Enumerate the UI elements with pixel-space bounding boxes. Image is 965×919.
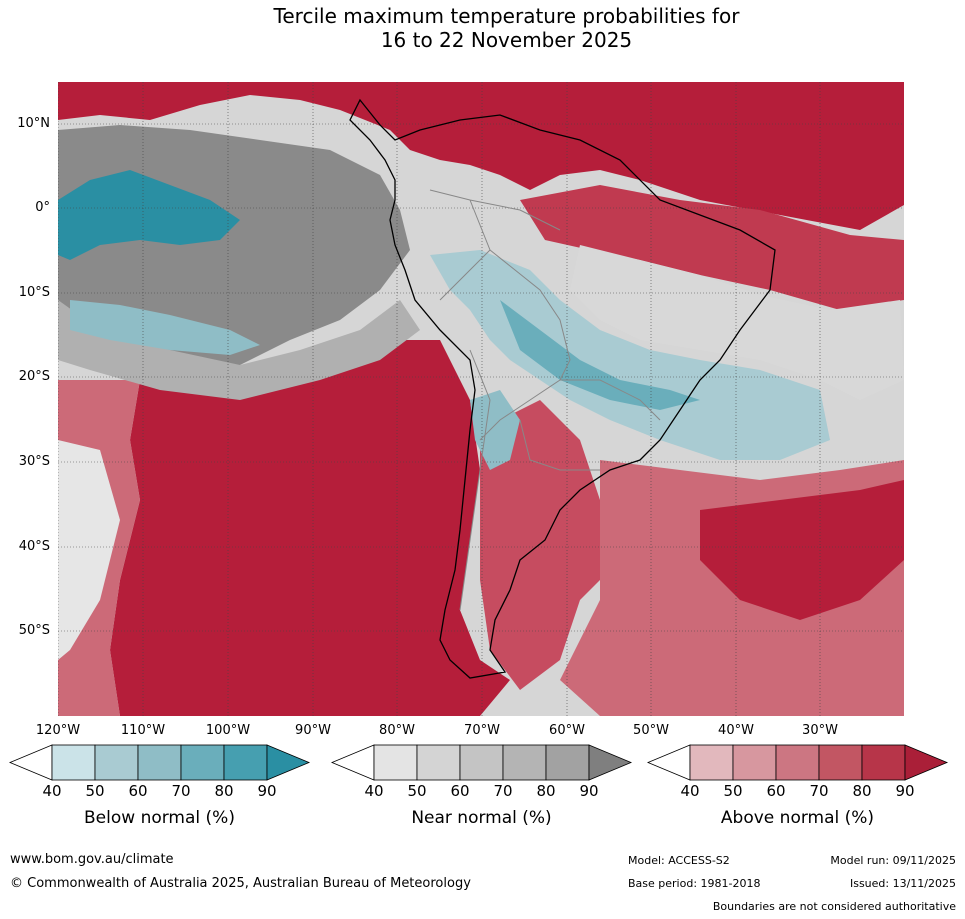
lon-label-40w: 40°W xyxy=(718,723,754,738)
lat-label-50s: 50°S xyxy=(18,623,50,638)
below-colorbar-tick: 50 xyxy=(85,782,105,800)
lon-label-70w: 70°W xyxy=(464,723,500,738)
above-colorbar-tick: 70 xyxy=(809,782,829,800)
lat-label-0: 0° xyxy=(35,200,50,215)
below-colorbar-tick: 70 xyxy=(171,782,191,800)
lon-label-60w: 60°W xyxy=(549,723,585,738)
footer-model-run: Model run: 09/11/2025 xyxy=(830,854,956,867)
map-field xyxy=(58,82,904,716)
above-normal-south-atlantic-core xyxy=(700,480,904,620)
lat-label-40s: 40°S xyxy=(18,539,50,554)
lon-label-90w: 90°W xyxy=(295,723,331,738)
near-colorbar-title: Near normal (%) xyxy=(411,808,552,828)
lon-label-120w: 120°W xyxy=(35,723,81,738)
footer-copyright: © Commonwealth of Australia 2025, Austra… xyxy=(10,876,471,891)
above-colorbar-tick: 90 xyxy=(895,782,915,800)
near-normal-south-pacific-pale xyxy=(58,440,120,660)
below-normal-central-south-america xyxy=(430,250,830,460)
near-normal-east-brazil xyxy=(570,245,904,400)
above-colorbar-tick: 40 xyxy=(680,782,700,800)
footer-base-period: Base period: 1981-2018 xyxy=(628,877,761,890)
lon-label-50w: 50°W xyxy=(633,723,669,738)
lon-label-80w: 80°W xyxy=(379,723,415,738)
below-colorbar-tick: 80 xyxy=(214,782,234,800)
above-colorbar-tick: 80 xyxy=(852,782,872,800)
above-colorbar-tick: 50 xyxy=(723,782,743,800)
near-colorbar-tick: 50 xyxy=(407,782,427,800)
lat-label-20s: 20°S xyxy=(18,369,50,384)
above-normal-northwest xyxy=(58,82,904,230)
near-colorbar-tick: 70 xyxy=(493,782,513,800)
above-normal-argentina xyxy=(480,400,620,690)
title-line-1: Tercile maximum temperature probabilitie… xyxy=(273,4,740,28)
lat-label-30s: 30°S xyxy=(18,454,50,469)
near-normal-light-band xyxy=(58,300,420,400)
above-normal-north-brazil xyxy=(520,185,904,310)
below-normal-pacific-band xyxy=(70,300,260,355)
footer-issued: Issued: 13/11/2025 xyxy=(849,877,956,890)
above-colorbar-tick: 60 xyxy=(766,782,786,800)
below-colorbar-tick: 60 xyxy=(128,782,148,800)
lat-label-10n: 10°N xyxy=(17,116,50,131)
near-colorbar-tick: 80 xyxy=(536,782,556,800)
footer-website: www.bom.gov.au/climate xyxy=(10,852,174,867)
below-normal-equatorial-pacific xyxy=(58,170,240,260)
footer-model: Model: ACCESS-S2 xyxy=(628,854,730,867)
near-colorbar-tick: 40 xyxy=(364,782,384,800)
country-borders xyxy=(429,189,661,611)
near-colorbar-tick: 90 xyxy=(579,782,599,800)
lon-label-110w: 110°W xyxy=(120,723,166,738)
lat-label-10s: 10°S xyxy=(18,285,50,300)
map-title: Tercile maximum temperature probabilitie… xyxy=(0,4,965,52)
lon-label-100w: 100°W xyxy=(205,723,251,738)
south-america-coastline xyxy=(349,98,776,679)
lon-label-30w: 30°W xyxy=(802,723,838,738)
below-colorbar-title: Below normal (%) xyxy=(84,808,235,828)
graticule xyxy=(58,82,904,716)
footer-disclaimer: Boundaries are not considered authoritat… xyxy=(712,900,956,913)
below-colorbar-tick: 40 xyxy=(42,782,62,800)
below-colorbar-tick: 90 xyxy=(257,782,277,800)
near-colorbar-tick: 60 xyxy=(450,782,470,800)
below-normal-core xyxy=(500,300,700,410)
above-colorbar-title: Above normal (%) xyxy=(720,808,875,828)
title-line-2: 16 to 22 November 2025 xyxy=(380,28,633,52)
above-normal-southeast-pacific xyxy=(110,340,510,716)
